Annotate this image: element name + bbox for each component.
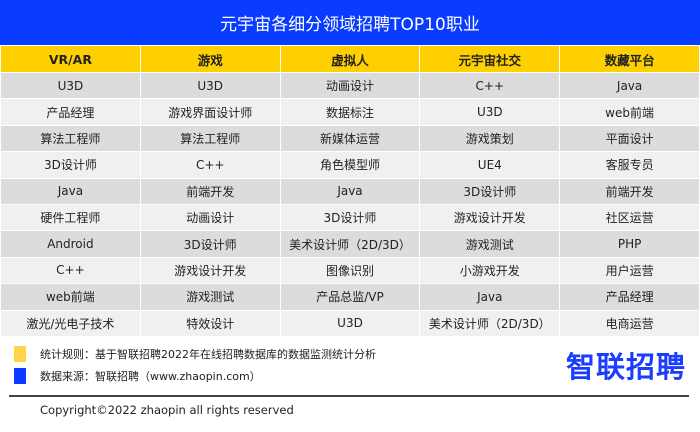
copyright: Copyright©2022 zhaopin all rights reserv… <box>40 403 294 417</box>
table-cell: C++ <box>139 151 281 179</box>
table-cell: C++ <box>0 256 141 285</box>
table-row: 激光/光电子技术 特效设计 U3D 美术设计师（2D/3D） 电商运营 <box>0 309 700 337</box>
table-cell: Java <box>0 177 141 205</box>
table-cell: 3D设计师 <box>419 177 561 205</box>
table-cell: 平面设计 <box>559 124 700 153</box>
table-cell: 产品总监/VP <box>279 283 421 311</box>
table-cell: PHP <box>559 230 700 258</box>
table-row: C++ 游戏设计开发 图像识别 小游戏开发 用户运营 <box>0 256 700 285</box>
table-cell: U3D <box>279 309 421 337</box>
table-cell: U3D <box>419 98 561 126</box>
table-row: 硬件工程师 动画设计 3D设计师 游戏设计开发 社区运营 <box>0 203 700 232</box>
table-cell: 3D设计师 <box>139 230 281 258</box>
table-cell: 社区运营 <box>559 203 700 232</box>
table-cell: 游戏测试 <box>139 283 281 311</box>
table-cell: 数据标注 <box>279 98 421 126</box>
table-cell: 前端开发 <box>139 177 281 205</box>
zhaopin-logo: 智联招聘 <box>566 350 687 384</box>
table-cell: Java <box>559 71 700 100</box>
table-cell: U3D <box>139 71 281 100</box>
table-cell: Java <box>419 283 561 311</box>
table-cell: 算法工程师 <box>0 124 141 153</box>
table-cell: 产品经理 <box>0 98 141 126</box>
table-cell: Android <box>0 230 141 258</box>
table-cell: 3D设计师 <box>279 203 421 232</box>
table-cell: 游戏设计开发 <box>139 256 281 285</box>
table-cell: 产品经理 <box>559 283 700 311</box>
table-row: web前端 游戏测试 产品总监/VP Java 产品经理 <box>0 283 700 311</box>
table-cell: C++ <box>419 71 561 100</box>
column-header: 数藏平台 <box>559 45 700 73</box>
table-cell: 小游戏开发 <box>419 256 561 285</box>
source-text: 数据来源：智联招聘（www.zhaopin.com） <box>40 370 261 383</box>
column-header: VR/AR <box>0 45 141 73</box>
table-row: U3D U3D 动画设计 C++ Java <box>0 71 700 100</box>
table-cell: 特效设计 <box>139 309 281 337</box>
table-cell: 图像识别 <box>279 256 421 285</box>
table-cell: U3D <box>0 71 141 100</box>
table-cell: 美术设计师（2D/3D） <box>419 309 561 337</box>
table-cell: 3D设计师 <box>0 151 141 179</box>
top10-table: VR/AR 游戏 虚拟人 元宇宙社交 数藏平台 U3D U3D 动画设计 C++ Java 产品经… <box>0 45 700 337</box>
table-cell: 硬件工程师 <box>0 203 141 232</box>
table-cell: 游戏测试 <box>419 230 561 258</box>
legend-rule: 统计规则：基于智联招聘2022年在线招聘数据库的数据监测统计分析 <box>14 346 376 362</box>
table-row: 3D设计师 C++ 角色模型师 UE4 客服专员 <box>0 151 700 179</box>
table-cell: 动画设计 <box>279 71 421 100</box>
column-header: 虚拟人 <box>279 45 421 73</box>
table-cell: 游戏设计开发 <box>419 203 561 232</box>
table-cell: web前端 <box>559 98 700 126</box>
table-cell: 角色模型师 <box>279 151 421 179</box>
table-cell: 游戏策划 <box>419 124 561 153</box>
table-cell: 游戏界面设计师 <box>139 98 281 126</box>
column-header: 游戏 <box>139 45 281 73</box>
table-cell: 用户运营 <box>559 256 700 285</box>
table-cell: UE4 <box>419 151 561 179</box>
table-row: Android 3D设计师 美术设计师（2D/3D） 游戏测试 PHP <box>0 230 700 258</box>
legend-source: 数据来源：智联招聘（www.zhaopin.com） <box>14 368 261 384</box>
table-cell: 前端开发 <box>559 177 700 205</box>
blue-square-icon <box>14 368 26 384</box>
table-cell: 电商运营 <box>559 309 700 337</box>
table-cell: 新媒体运营 <box>279 124 421 153</box>
table-cell: 客服专员 <box>559 151 700 179</box>
page-title: 元宇宙各细分领域招聘TOP10职业 <box>0 0 700 45</box>
table-row: 算法工程师 算法工程师 新媒体运营 游戏策划 平面设计 <box>0 124 700 153</box>
table-cell: web前端 <box>0 283 141 311</box>
table-cell: 算法工程师 <box>139 124 281 153</box>
rule-text: 统计规则：基于智联招聘2022年在线招聘数据库的数据监测统计分析 <box>40 348 376 361</box>
table-cell: 动画设计 <box>139 203 281 232</box>
column-header: 元宇宙社交 <box>419 45 561 73</box>
table-row: 产品经理 游戏界面设计师 数据标注 U3D web前端 <box>0 98 700 126</box>
divider <box>9 395 689 397</box>
table-cell: 美术设计师（2D/3D） <box>279 230 421 258</box>
table-row: Java 前端开发 Java 3D设计师 前端开发 <box>0 177 700 205</box>
table-cell: 激光/光电子技术 <box>0 309 141 337</box>
header-row: VR/AR 游戏 虚拟人 元宇宙社交 数藏平台 <box>0 45 700 73</box>
table-cell: Java <box>279 177 421 205</box>
yellow-square-icon <box>14 346 26 362</box>
